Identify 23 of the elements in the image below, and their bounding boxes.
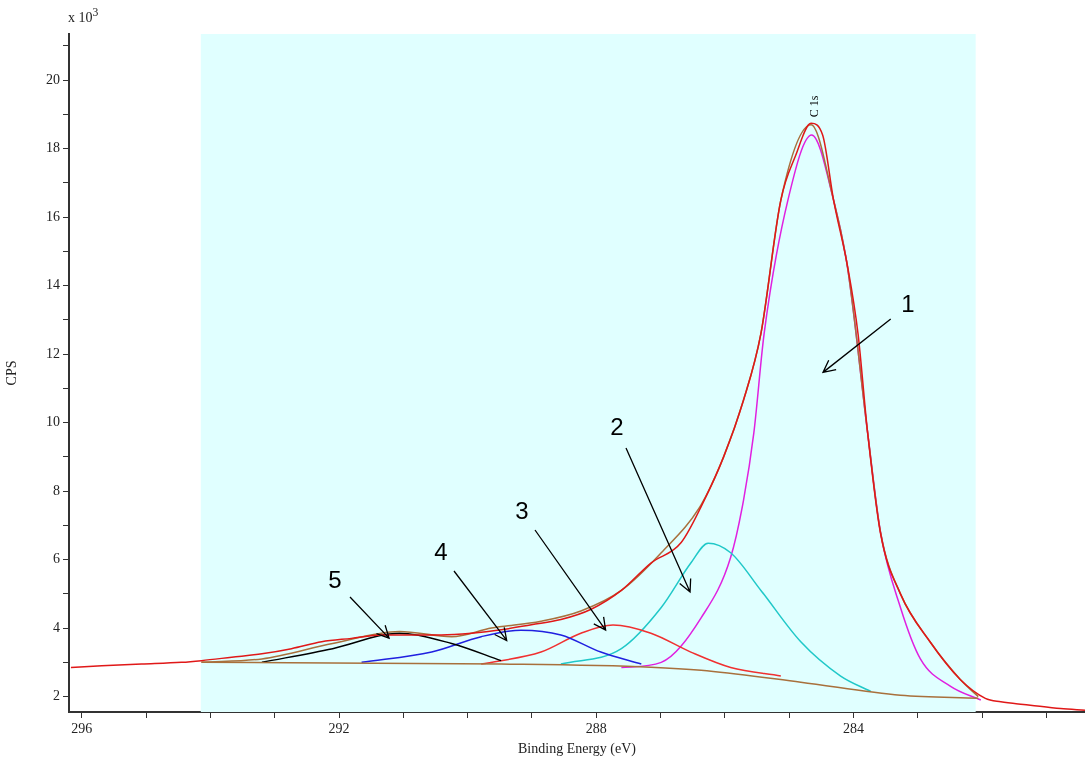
y-tick-label: 20 bbox=[46, 71, 60, 87]
x-tick-label: 296 bbox=[71, 721, 93, 737]
y-tick-label: 10 bbox=[46, 414, 60, 430]
y-tick-label: 2 bbox=[53, 688, 60, 704]
y-tick-label: 8 bbox=[53, 482, 60, 498]
annotation: 5 bbox=[328, 565, 342, 593]
y-tick-label: 16 bbox=[46, 208, 60, 224]
y-tick-label: 14 bbox=[46, 277, 60, 293]
annotation: 2 bbox=[610, 412, 624, 440]
annotation: 4 bbox=[434, 537, 448, 565]
x-axis-title: Binding Energy (eV) bbox=[518, 741, 637, 758]
x-tick-label: 288 bbox=[585, 721, 607, 737]
y-tick-label: 18 bbox=[46, 140, 60, 156]
text: x 10$^{3}$ bbox=[68, 6, 99, 26]
x-tick-label: 284 bbox=[843, 721, 865, 737]
y-axis-title: CPS bbox=[4, 360, 20, 386]
annotation: C 1s bbox=[807, 95, 822, 118]
annotation: 3 bbox=[515, 496, 529, 524]
annotation: 1 bbox=[901, 289, 915, 317]
y-tick-label: 4 bbox=[53, 619, 60, 635]
y-tick-label: 12 bbox=[46, 345, 60, 361]
x-tick-label: 292 bbox=[328, 721, 350, 737]
y-tick-label: 6 bbox=[53, 551, 60, 567]
